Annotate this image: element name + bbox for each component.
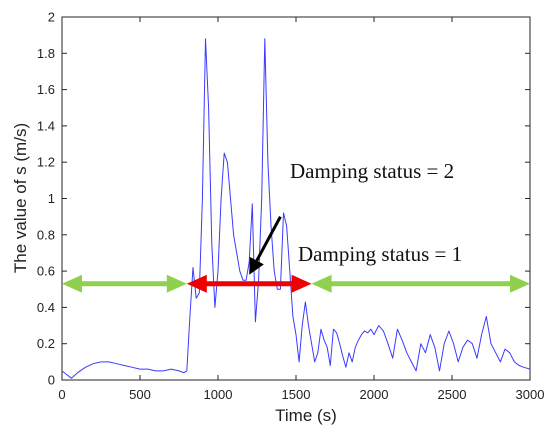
y-tick-label: 1.6 <box>37 82 55 97</box>
plot-area: 0 500 1000 1500 2000 2500 3000 0 0.2 0.4 0.6 0.8 1 1.… <box>37 10 545 403</box>
pointer-arrow-head <box>249 256 264 275</box>
plot-frame <box>61 16 531 381</box>
y-tick-label: 0 <box>48 373 55 388</box>
x-tick-label: 0 <box>58 387 65 402</box>
y-tick-label: 0.4 <box>37 300 55 315</box>
y-tick-label: 0.6 <box>37 264 55 279</box>
x-tick-label: 1000 <box>204 387 233 402</box>
y-tick-label: 0.2 <box>37 336 55 351</box>
green-span-arrow-left-head-left <box>62 274 82 293</box>
damping-status-1-label: Damping status = 1 <box>298 242 462 266</box>
y-axis-label: The value of s (m/s) <box>11 123 30 273</box>
y-tick-label: 2 <box>48 10 55 25</box>
series-line <box>61 38 531 379</box>
red-span-arrow-head-right <box>291 274 312 293</box>
red-span-arrow-head-left <box>186 274 207 293</box>
y-tick-label: 1.4 <box>37 118 55 133</box>
green-span-arrow-right-head-right <box>510 274 530 293</box>
y-tick-label: 1.8 <box>37 46 55 61</box>
x-tick-label: 500 <box>129 387 151 402</box>
y-tick-label: 1 <box>48 191 55 206</box>
x-axis-label: Time (s) <box>275 406 337 425</box>
pointer-arrow-shaft <box>255 215 282 262</box>
x-tick-label: 2500 <box>438 387 467 402</box>
damping-status-2-label: Damping status = 2 <box>290 159 454 183</box>
x-tick-label: 2000 <box>360 387 389 402</box>
y-tick-label: 1.2 <box>37 155 55 170</box>
green-span-arrow-right-head-left <box>311 274 332 293</box>
green-span-arrow-left-head-right <box>166 274 187 293</box>
x-tick-label: 1500 <box>282 387 311 402</box>
y-tick-label: 0.8 <box>37 227 55 242</box>
x-tick-label: 3000 <box>516 387 545 402</box>
